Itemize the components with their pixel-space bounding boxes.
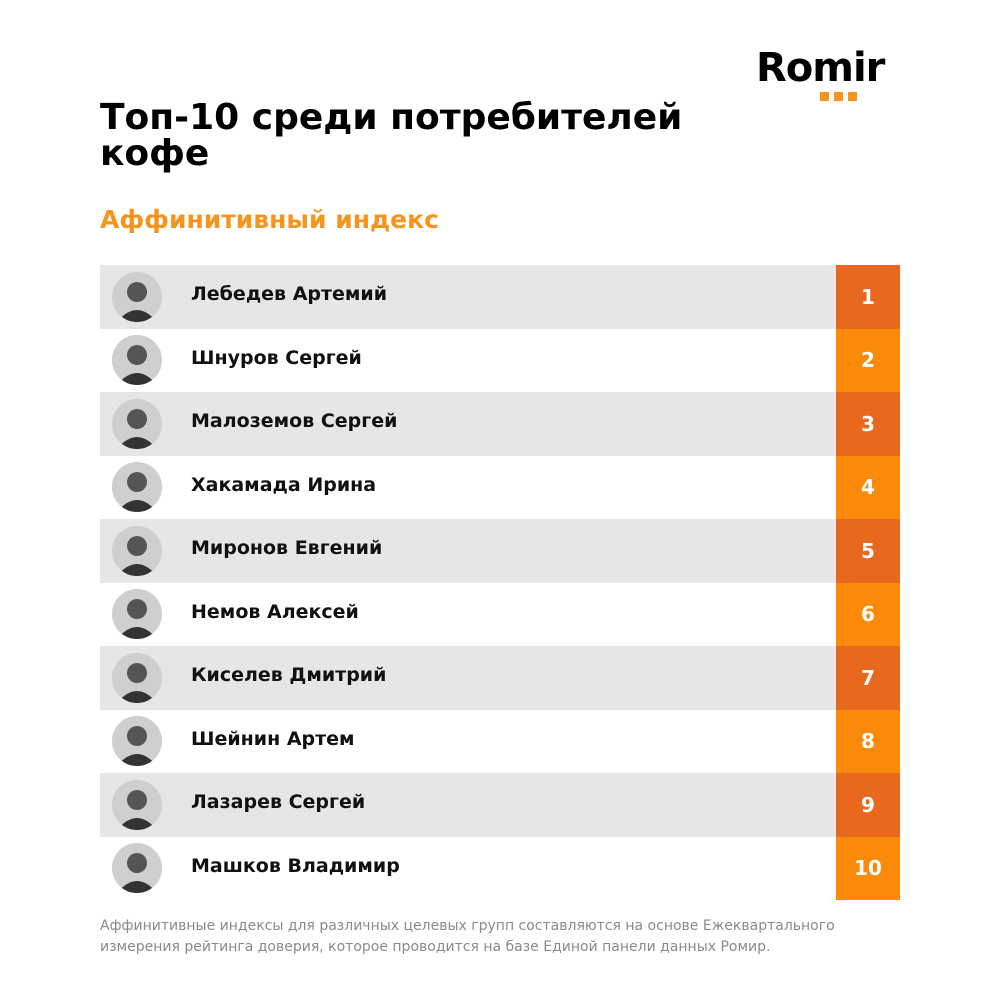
rank-badge: 1 — [836, 265, 900, 329]
ranking-row: Хакамада Ирина 4 — [100, 455, 900, 519]
person-photo-icon — [112, 398, 162, 449]
rank-badge: 7 — [836, 646, 900, 710]
person-photo-icon — [112, 335, 162, 386]
ranking-row: Киселев Дмитрий 7 — [100, 646, 900, 710]
person-name: Малоземов Сергей — [191, 410, 398, 432]
rank-badge: 9 — [836, 773, 900, 837]
logo-dots — [820, 92, 857, 101]
ranking-row: Шейнин Артем 8 — [100, 709, 900, 773]
ranking-row: Шнуров Сергей 2 — [100, 328, 900, 392]
person-name: Киселев Дмитрий — [191, 664, 387, 686]
ranking-row: Малоземов Сергей 3 — [100, 392, 900, 456]
rank-badge: 4 — [836, 455, 900, 519]
ranking-row: Лазарев Сергей 9 — [100, 773, 900, 837]
person-name: Шейнин Артем — [191, 727, 355, 750]
logo-dot — [820, 92, 829, 101]
person-photo-icon — [112, 716, 162, 767]
person-name: Лебедев Артемий — [191, 283, 388, 305]
logo-dot — [834, 92, 843, 101]
footnote: Аффинитивные индексы для различных целев… — [100, 918, 835, 955]
person-photo-icon — [112, 525, 162, 576]
person-photo-icon — [112, 779, 162, 830]
person-photo-icon — [112, 652, 162, 703]
page-subtitle: Аффинитивный индекс — [100, 205, 439, 234]
logo-dot — [848, 92, 857, 101]
ranking-row: Машков Владимир 10 — [100, 836, 900, 900]
romir-logo: Romir — [756, 44, 900, 102]
person-photo-icon — [112, 271, 162, 322]
ranking-table: Лебедев Артемий 1 Шнуров Сергей 2 Малозе… — [100, 265, 900, 900]
logo-text: Romir — [756, 45, 885, 91]
rank-badge: 10 — [836, 836, 900, 900]
ranking-row: Миронов Евгений 5 — [100, 519, 900, 583]
person-name: Машков Владимир — [191, 854, 400, 877]
person-name: Немов Алексей — [191, 600, 359, 623]
person-name: Лазарев Сергей — [191, 791, 366, 813]
person-photo-icon — [112, 589, 162, 640]
rank-badge: 3 — [836, 392, 900, 456]
person-name: Миронов Евгений — [191, 537, 383, 559]
rank-badge: 8 — [836, 709, 900, 773]
rank-badge: 5 — [836, 519, 900, 583]
person-name: Шнуров Сергей — [191, 346, 362, 369]
person-name: Хакамада Ирина — [191, 473, 377, 496]
ranking-row: Немов Алексей 6 — [100, 582, 900, 646]
person-photo-icon — [112, 843, 162, 894]
page-title: Топ-10 среди потребителей кофе — [100, 97, 683, 174]
person-photo-icon — [112, 462, 162, 513]
rank-badge: 6 — [836, 582, 900, 646]
ranking-row: Лебедев Артемий 1 — [100, 265, 900, 329]
rank-badge: 2 — [836, 328, 900, 392]
